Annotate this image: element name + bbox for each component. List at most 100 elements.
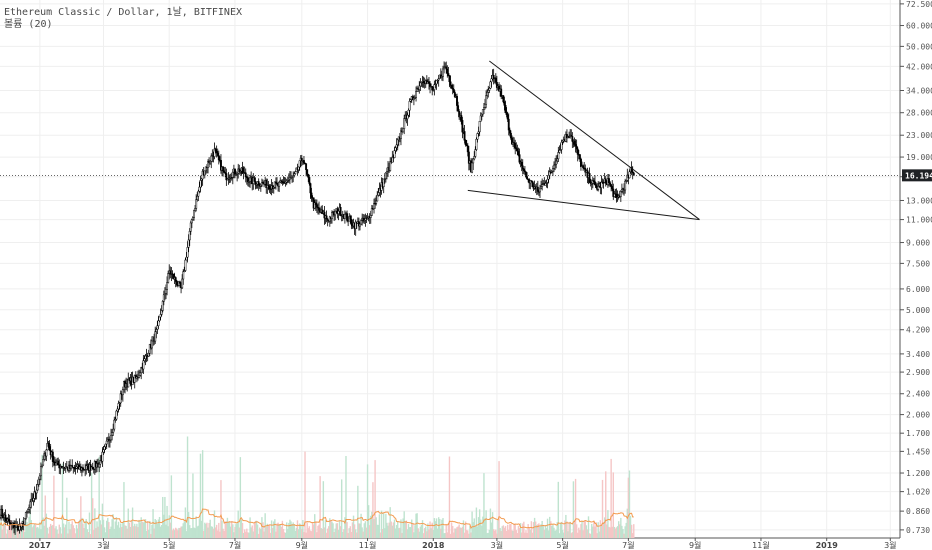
volume-bar <box>192 473 194 538</box>
volume-bar <box>151 524 153 538</box>
candle-body <box>42 459 45 466</box>
volume-bar <box>85 519 87 538</box>
volume-bar <box>401 532 403 538</box>
plot-area <box>0 0 900 538</box>
volume-bar <box>613 526 616 538</box>
volume-bar <box>289 519 291 538</box>
volume-bar <box>453 532 455 538</box>
volume-bar <box>174 527 177 538</box>
volume-bar <box>169 522 171 538</box>
volume-bar <box>312 524 315 538</box>
candle-body <box>194 208 197 211</box>
candle-body <box>188 231 191 241</box>
volume-bar <box>90 472 93 538</box>
volume-bar <box>630 524 633 538</box>
volume-bar <box>511 530 513 538</box>
volume-bar <box>317 525 319 538</box>
candle-body <box>161 301 164 311</box>
volume-bar <box>408 527 411 538</box>
candle-body <box>521 165 524 170</box>
candle-body <box>308 177 311 184</box>
volume-bar <box>496 533 498 538</box>
candle-body <box>113 419 116 430</box>
candle-body <box>155 329 158 333</box>
volume-bar <box>120 523 122 538</box>
volume-bar <box>314 514 316 538</box>
candle-body <box>437 78 440 81</box>
volume-bar <box>158 516 161 538</box>
volume-bar <box>266 523 269 538</box>
volume-bar <box>114 521 117 538</box>
volume-bar <box>365 527 368 538</box>
volume-bar <box>514 523 516 538</box>
volume-bar <box>565 514 567 538</box>
volume-bar <box>20 526 23 538</box>
volume-bar <box>561 529 564 538</box>
volume-bar <box>171 530 174 538</box>
volume-bar <box>509 524 511 538</box>
candle-body <box>257 181 260 186</box>
candle-body <box>189 222 192 232</box>
x-tick-label: 11월 <box>752 540 770 550</box>
candle-body <box>403 118 406 129</box>
volume-bar <box>112 514 114 538</box>
volume-bar <box>400 519 402 538</box>
volume-bar <box>277 522 279 538</box>
candle-body <box>143 358 146 361</box>
volume-bar <box>295 527 298 538</box>
volume-bar <box>502 525 505 538</box>
volume-bar <box>491 512 494 538</box>
volume-bar <box>179 528 181 538</box>
volume-bar <box>547 530 550 538</box>
volume-bar <box>0 525 1 538</box>
volume-bar <box>242 532 245 538</box>
volume-bar <box>600 525 603 538</box>
volume-bar <box>549 516 551 538</box>
volume-bar <box>97 526 99 538</box>
volume-bar <box>570 533 572 538</box>
volume-bar <box>374 460 376 538</box>
volume-bar <box>55 526 57 538</box>
volume-bar <box>616 526 619 538</box>
volume-bar <box>566 521 568 538</box>
volume-bar <box>619 524 621 538</box>
volume-indicator-label[interactable]: 볼륨 (20) <box>4 19 53 30</box>
volume-bar <box>320 528 322 538</box>
volume-bar <box>243 529 246 538</box>
candle-body <box>339 207 342 216</box>
volume-bar <box>340 479 343 538</box>
volume-bar <box>463 532 466 538</box>
candle-body <box>151 340 153 349</box>
volume-bar <box>529 529 531 538</box>
volume-bar <box>198 518 201 538</box>
volume-bar <box>122 522 124 538</box>
volume-bar <box>214 527 217 538</box>
volume-bar <box>568 522 570 538</box>
volume-bar <box>578 527 580 538</box>
x-tick-label: 2018 <box>422 541 445 550</box>
volume-bar <box>262 522 264 538</box>
volume-bar <box>380 510 383 538</box>
volume-bar <box>435 518 438 538</box>
candle-body <box>234 168 236 175</box>
candle-body <box>158 316 161 322</box>
volume-bar <box>541 520 543 538</box>
volume-bar <box>328 526 330 538</box>
volume-bar <box>397 521 399 538</box>
volume-bar <box>567 531 569 538</box>
y-tick-label: 3.400 <box>906 350 930 359</box>
candle-body <box>488 88 491 91</box>
volume-bar <box>261 517 263 538</box>
volume-bar <box>293 524 295 538</box>
volume-bar <box>57 533 59 538</box>
candle-body <box>57 460 60 466</box>
candle-body <box>214 148 217 152</box>
volume-bar <box>196 526 198 538</box>
volume-bar <box>170 475 173 538</box>
candle-body <box>407 109 410 116</box>
volume-bar <box>526 532 528 538</box>
volume-bar <box>372 482 374 538</box>
volume-bar <box>53 475 55 538</box>
volume-bar <box>428 529 430 538</box>
